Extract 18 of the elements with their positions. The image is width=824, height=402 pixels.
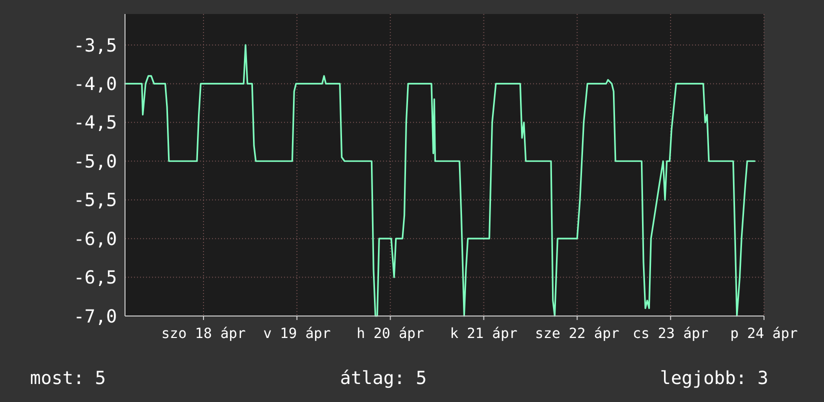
text: átlag: 5 [340,368,427,389]
y-tick-label: -4,0 [74,74,117,95]
x-tick-label: h 20 ápr [356,326,424,342]
x-tick-label: cs 23 ápr [632,326,709,342]
y-tick-label: -6,5 [74,268,117,289]
x-tick-label: v 19 ápr [263,326,331,342]
y-tick-label: -5,5 [74,190,117,212]
x-tick-label: p 24 ápr [730,326,798,342]
x-tick-label: sze 22 ápr [535,326,620,342]
y-tick-label: -5,0 [74,151,117,172]
text: most: 5 [30,368,106,389]
y-tick-label: -3,5 [74,35,117,56]
y-tick-label: -6,0 [74,228,117,250]
x-tick-label: k 21 ápr [450,326,518,342]
x-tick-label: szo 18 ápr [161,326,246,342]
y-tick-label: -7,0 [74,306,117,328]
text: legjobb: 3 [660,368,768,389]
y-tick-label: -4,5 [74,112,117,134]
